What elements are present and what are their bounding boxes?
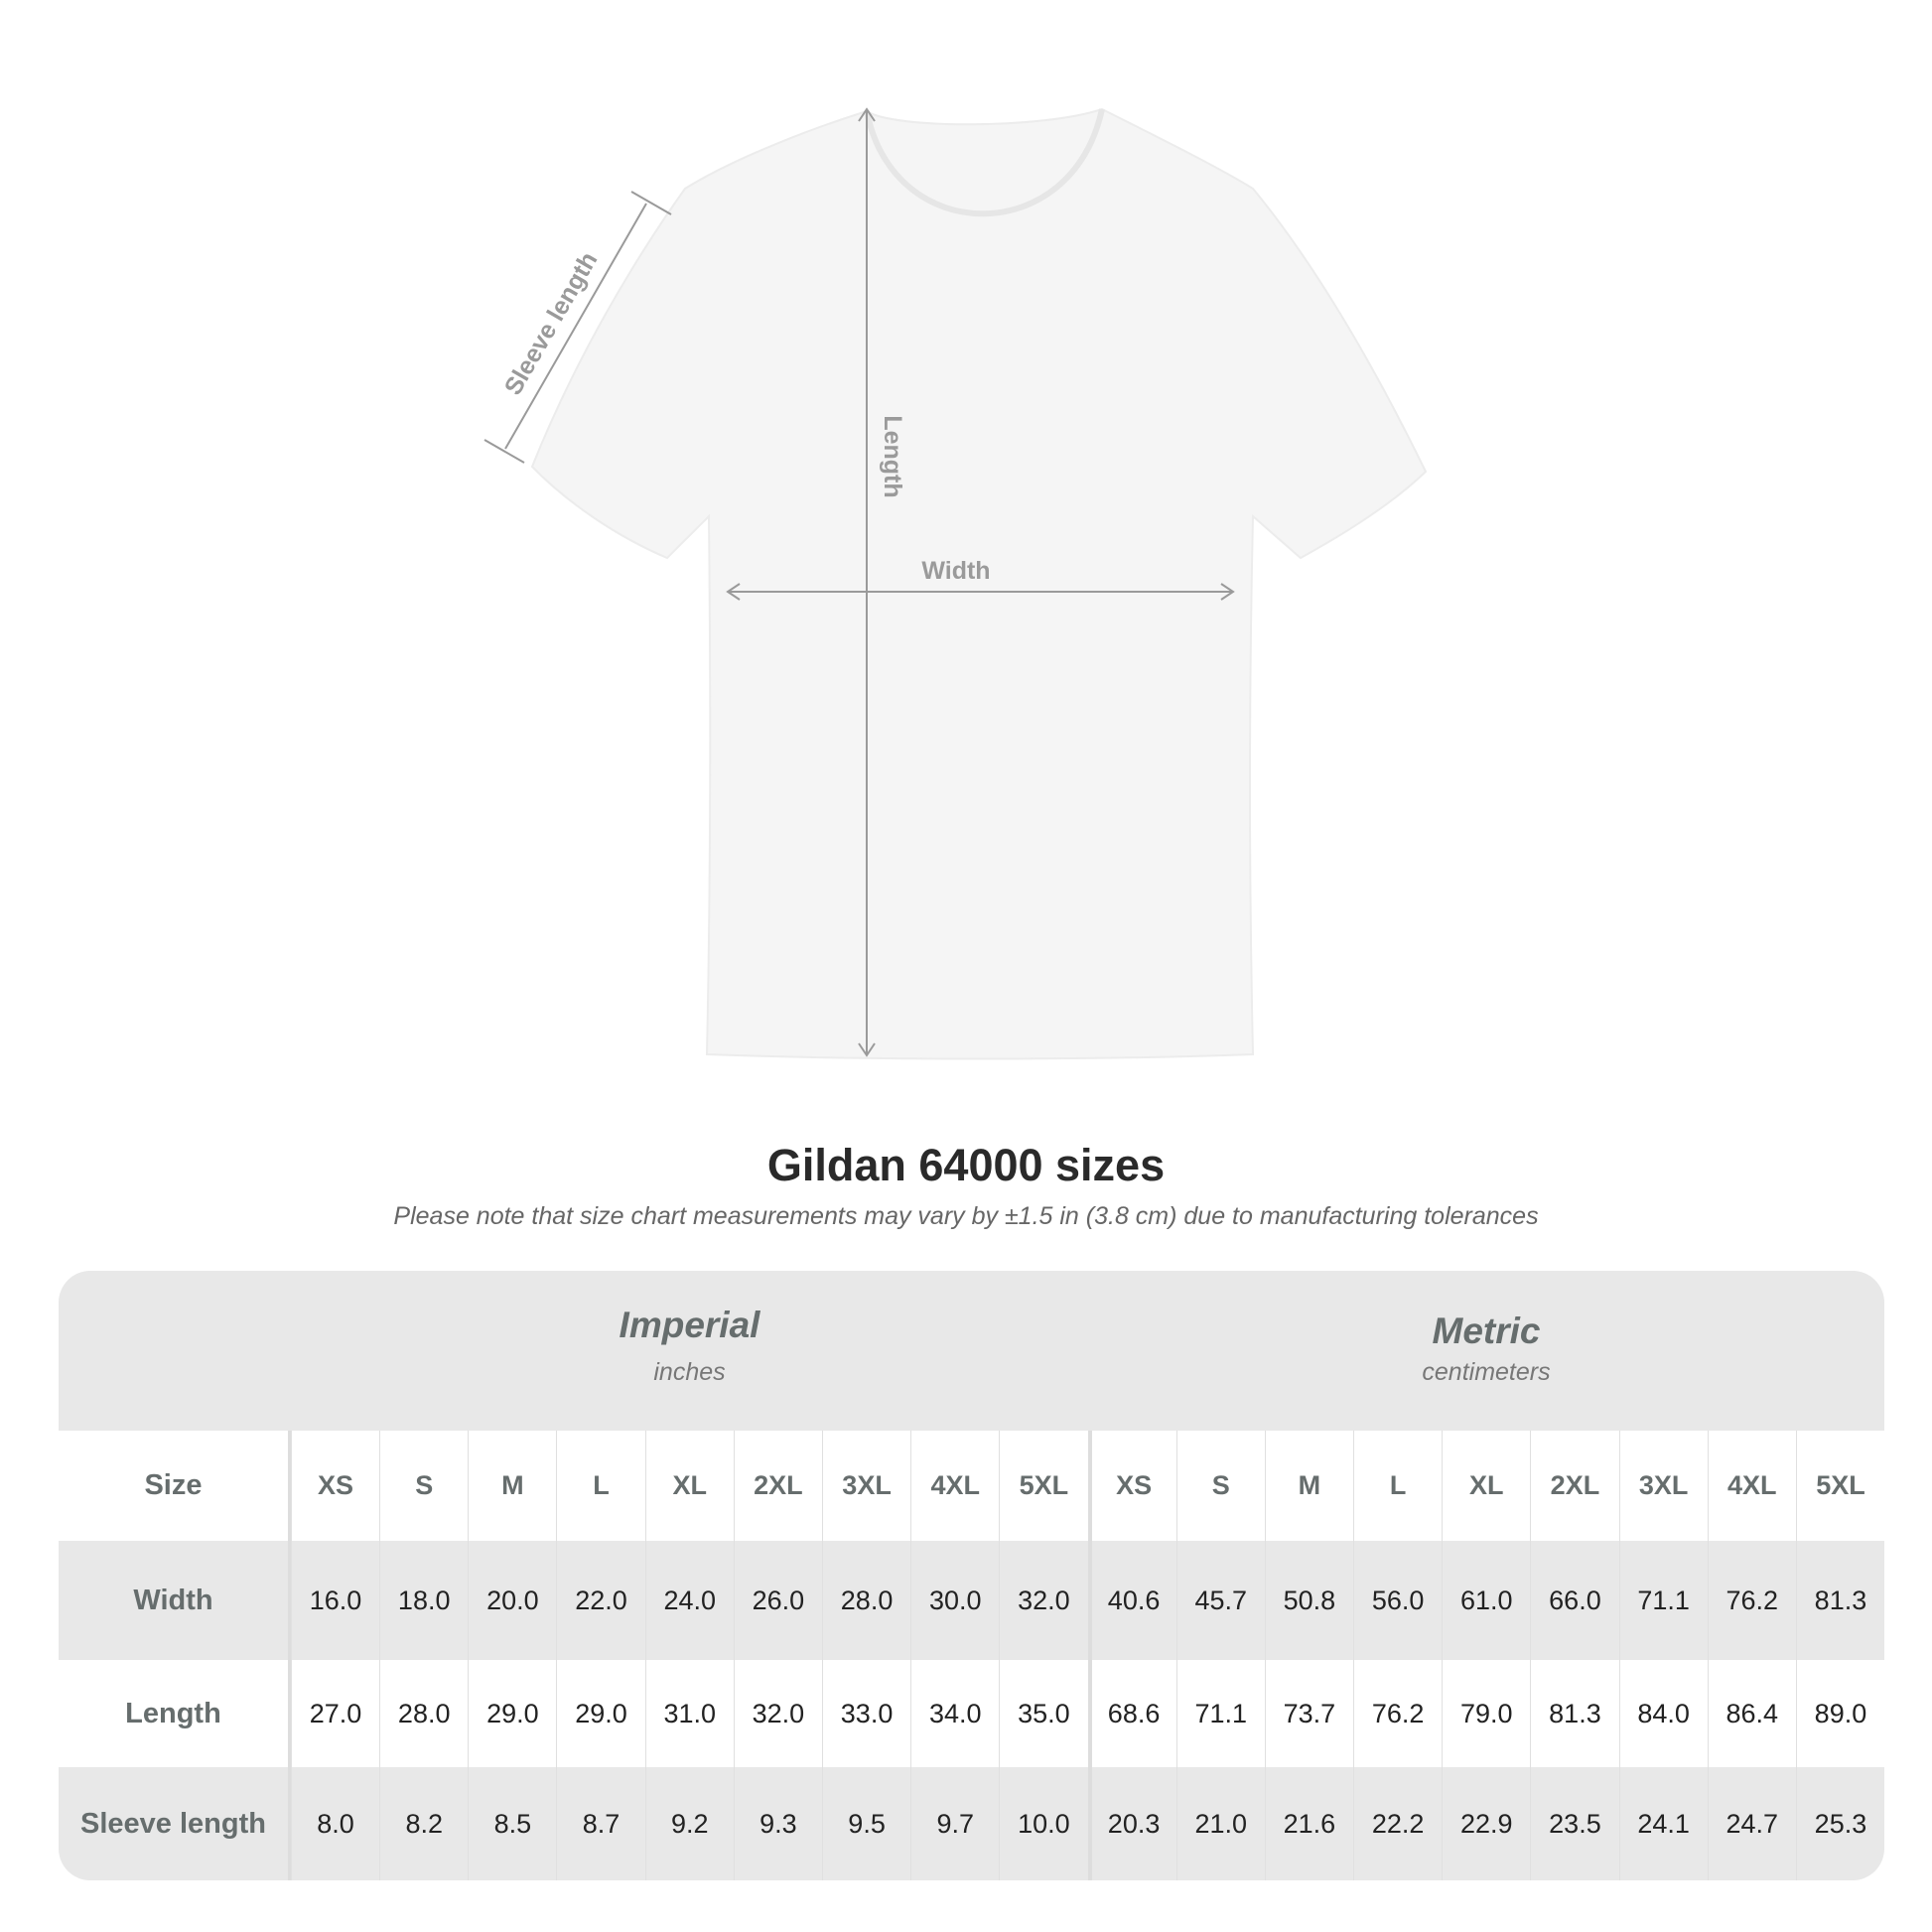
tshirt-diagram: Length Width Sleeve length [483,107,1428,1060]
size-label: Size [59,1431,291,1541]
imperial-size-m: M [468,1431,556,1541]
metric-value: 86.4 [1707,1660,1796,1767]
metric-value: 21.0 [1175,1767,1265,1880]
metric-value: 71.1 [1175,1660,1265,1767]
imperial-value: 10.0 [999,1767,1087,1880]
metric-value: 73.7 [1264,1660,1353,1767]
metric-size-4xl: 4XL [1707,1431,1796,1541]
size-header-row: Size XS S M L XL 2XL 3XL 4XL 5XL XS S M L XL 2XL 3XL 4XL 5… [59,1431,1884,1541]
imperial-size-3xl: 3XL [821,1431,910,1541]
imperial-unit: inches [653,1358,726,1386]
table-row: Sleeve length 8.0 8.2 8.5 8.7 9.2 9.3 9.5 9.7 10.… [59,1767,1884,1880]
collar [864,108,1105,217]
imperial-value: 26.0 [733,1541,822,1660]
sleeve-arrow [504,203,647,450]
metric-value: 21.6 [1264,1767,1353,1880]
imperial-value: 18.0 [379,1541,468,1660]
metric-title: Metric [1432,1311,1541,1351]
metric-value: 89.0 [1795,1660,1884,1767]
row-label: Length [59,1660,291,1767]
metric-value: 20.3 [1087,1767,1176,1880]
imperial-value: 8.0 [290,1767,379,1880]
metric-value: 22.2 [1353,1767,1442,1880]
metric-value: 81.3 [1530,1660,1618,1767]
imperial-value: 9.2 [644,1767,734,1880]
metric-value: 66.0 [1530,1541,1618,1660]
metric-value: 81.3 [1795,1541,1884,1660]
metric-size-3xl: 3XL [1618,1431,1708,1541]
table-row: Width 16.0 18.0 20.0 22.0 24.0 26.0 28.0 30.0 32.… [59,1541,1884,1660]
metric-value: 25.3 [1795,1767,1884,1880]
metric-value: 24.1 [1618,1767,1708,1880]
metric-value: 84.0 [1618,1660,1708,1767]
table-row: Length 27.0 28.0 29.0 29.0 31.0 32.0 33.0 34.0 35… [59,1660,1884,1767]
length-label: Length [879,415,906,497]
metric-value: 79.0 [1442,1660,1530,1767]
imperial-header: Imperial inches [291,1271,1088,1431]
imperial-value: 29.0 [556,1660,644,1767]
metric-size-s: S [1175,1431,1265,1541]
metric-size-l: L [1353,1431,1442,1541]
imperial-value: 33.0 [821,1660,910,1767]
metric-value: 76.2 [1353,1660,1442,1767]
metric-size-xl: XL [1442,1431,1530,1541]
imperial-value: 16.0 [290,1541,379,1660]
row-label: Width [59,1541,291,1660]
imperial-size-xs: XS [290,1431,379,1541]
metric-value: 56.0 [1353,1541,1442,1660]
width-label: Width [921,557,990,585]
imperial-value: 30.0 [910,1541,999,1660]
metric-value: 76.2 [1707,1541,1796,1660]
imperial-size-2xl: 2XL [733,1431,822,1541]
tshirt-shape [530,107,1428,1060]
metric-value: 50.8 [1264,1541,1353,1660]
imperial-value: 8.5 [468,1767,556,1880]
metric-size-5xl: 5XL [1795,1431,1884,1541]
imperial-size-xl: XL [644,1431,734,1541]
metric-value: 23.5 [1530,1767,1618,1880]
imperial-value: 9.5 [821,1767,910,1880]
metric-value: 45.7 [1175,1541,1265,1660]
imperial-value: 28.0 [821,1541,910,1660]
imperial-value: 8.7 [556,1767,644,1880]
imperial-size-4xl: 4XL [910,1431,999,1541]
imperial-value: 9.3 [733,1767,822,1880]
page-title: Gildan 64000 sizes [766,1140,1166,1190]
imperial-title: Imperial [619,1305,760,1345]
metric-size-2xl: 2XL [1530,1431,1618,1541]
row-label: Sleeve length [59,1767,291,1880]
imperial-value: 8.2 [379,1767,468,1880]
imperial-value: 34.0 [910,1660,999,1767]
metric-value: 61.0 [1442,1541,1530,1660]
imperial-value: 20.0 [468,1541,556,1660]
metric-value: 40.6 [1087,1541,1176,1660]
imperial-size-s: S [379,1431,468,1541]
imperial-value: 22.0 [556,1541,644,1660]
metric-value: 22.9 [1442,1767,1530,1880]
imperial-value: 27.0 [290,1660,379,1767]
metric-value: 68.6 [1087,1660,1176,1767]
imperial-value: 9.7 [910,1767,999,1880]
metric-unit: centimeters [1422,1358,1551,1386]
tolerance-note: Please note that size chart measurements… [393,1202,1539,1230]
imperial-size-l: L [556,1431,644,1541]
imperial-size-5xl: 5XL [999,1431,1087,1541]
metric-header: Metric centimeters [1088,1271,1884,1431]
imperial-value: 29.0 [468,1660,556,1767]
metric-value: 71.1 [1618,1541,1708,1660]
size-table: Imperial inches Metric centimeters Size X… [59,1271,1884,1880]
metric-size-xs: XS [1087,1431,1176,1541]
imperial-value: 24.0 [644,1541,734,1660]
imperial-value: 35.0 [999,1660,1087,1767]
imperial-value: 32.0 [733,1660,822,1767]
imperial-value: 31.0 [644,1660,734,1767]
metric-value: 24.7 [1707,1767,1796,1880]
imperial-value: 28.0 [379,1660,468,1767]
metric-size-m: M [1264,1431,1353,1541]
imperial-value: 32.0 [999,1541,1087,1660]
